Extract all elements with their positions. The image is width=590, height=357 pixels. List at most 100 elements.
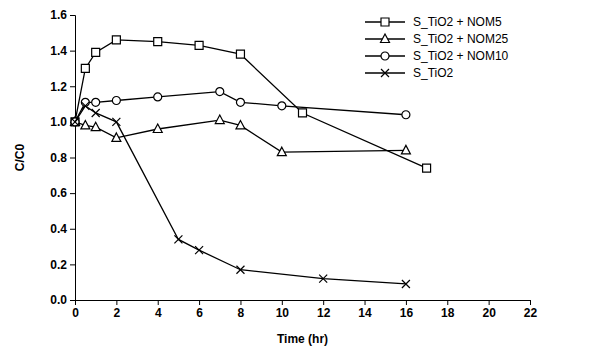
legend-marker: [381, 34, 390, 43]
marker: [423, 164, 431, 172]
x-tick-mark: [365, 300, 366, 305]
x-tick-mark: [489, 300, 490, 305]
legend-marker: [381, 52, 389, 60]
legend-marker: [381, 69, 389, 77]
marker: [153, 124, 162, 133]
marker: [81, 102, 89, 110]
marker: [112, 36, 120, 44]
x-tick-mark: [323, 300, 324, 305]
legend-label: S_TiO2 + NOM5: [413, 15, 502, 29]
marker: [402, 111, 410, 119]
marker: [92, 109, 100, 117]
chart: 02468101214161820220.00.20.40.60.81.01.2…: [0, 0, 590, 357]
marker: [154, 93, 162, 101]
x-tick-label: 18: [441, 306, 455, 320]
x-tick: 20: [482, 300, 496, 320]
marker: [215, 115, 224, 124]
x-tick-mark: [158, 300, 159, 305]
series-line: [75, 106, 406, 284]
x-tick: 14: [358, 300, 372, 320]
marker: [401, 145, 410, 154]
plot: 02468101214161820220.00.20.40.60.81.01.2…: [50, 8, 537, 319]
y-axis: 0.00.20.40.60.81.01.21.41.6: [50, 8, 75, 307]
x-tick-label: 8: [238, 306, 245, 320]
marker: [236, 120, 245, 129]
x-tick: 6: [196, 300, 203, 320]
marker: [71, 118, 79, 126]
marker: [236, 50, 244, 58]
x-tick-label: 6: [196, 306, 203, 320]
legend-marker: [381, 18, 389, 26]
y-tick-label: 0.8: [50, 151, 67, 165]
x-tick: 10: [276, 300, 290, 320]
series-line: [75, 40, 427, 168]
y-tick-mark: [70, 300, 75, 301]
marker: [112, 97, 120, 105]
y-tick: 0.4: [50, 222, 75, 236]
y-tick: 0.8: [50, 151, 75, 165]
y-tick-mark: [70, 15, 75, 16]
y-tick-mark: [70, 51, 75, 52]
marker: [195, 41, 203, 49]
x-tick-label: 20: [482, 306, 496, 320]
y-tick: 0.6: [50, 186, 75, 200]
legend-item: S_TiO2 + NOM10: [365, 49, 509, 63]
y-tick-label: 1.6: [50, 8, 67, 22]
y-tick-label: 0.4: [50, 222, 67, 236]
marker: [92, 98, 100, 106]
x-tick: 12: [317, 300, 331, 320]
y-tick-mark: [70, 264, 75, 265]
y-axis-title: C/C0: [13, 144, 27, 172]
marker: [278, 102, 286, 110]
y-tick-mark: [70, 86, 75, 87]
marker: [71, 118, 79, 126]
marker: [112, 133, 121, 142]
marker: [236, 98, 244, 106]
x-tick-mark: [282, 300, 283, 305]
x-tick-mark: [406, 300, 407, 305]
marker: [402, 280, 410, 288]
marker: [81, 120, 90, 129]
y-tick: 0.2: [50, 258, 75, 272]
marker: [236, 266, 244, 274]
series: [71, 115, 411, 156]
series-layer: [71, 36, 431, 288]
y-tick-mark: [70, 158, 75, 159]
x-tick-label: 12: [317, 306, 331, 320]
y-tick-label: 0.6: [50, 186, 67, 200]
x-axis-line: [76, 301, 531, 306]
y-axis-line: [70, 16, 76, 301]
legend-label: S_TiO2 + NOM10: [413, 49, 509, 63]
legend-item: S_TiO2: [365, 66, 454, 80]
series: [71, 36, 431, 172]
x-tick: 4: [155, 300, 162, 320]
marker: [299, 109, 307, 117]
x-tick-mark: [530, 300, 531, 305]
y-tick-mark: [70, 229, 75, 230]
x-tick-mark: [240, 300, 241, 305]
marker: [319, 275, 327, 283]
series-line: [75, 120, 406, 152]
x-tick: 0: [72, 300, 79, 320]
marker: [91, 122, 100, 131]
y-tick-label: 1.2: [50, 80, 67, 94]
y-tick-label: 0.2: [50, 258, 67, 272]
x-tick-mark: [116, 300, 117, 305]
marker: [81, 64, 89, 72]
x-tick: 2: [114, 300, 121, 320]
marker: [71, 117, 80, 126]
y-tick-label: 1.4: [50, 44, 67, 58]
legend-label: S_TiO2 + NOM25: [413, 32, 509, 46]
x-tick-label: 2: [114, 306, 121, 320]
x-tick: 18: [441, 300, 455, 320]
marker: [112, 118, 120, 126]
marker: [277, 147, 286, 156]
marker: [92, 48, 100, 56]
series: [71, 88, 410, 126]
marker: [174, 235, 182, 243]
x-tick-label: 22: [524, 306, 538, 320]
x-tick: 8: [238, 300, 245, 320]
x-tick-label: 16: [400, 306, 414, 320]
x-tick-label: 10: [276, 306, 290, 320]
legend: S_TiO2 + NOM5 S_TiO2 + NOM25 S_TiO2 + NOM1…: [365, 15, 509, 80]
